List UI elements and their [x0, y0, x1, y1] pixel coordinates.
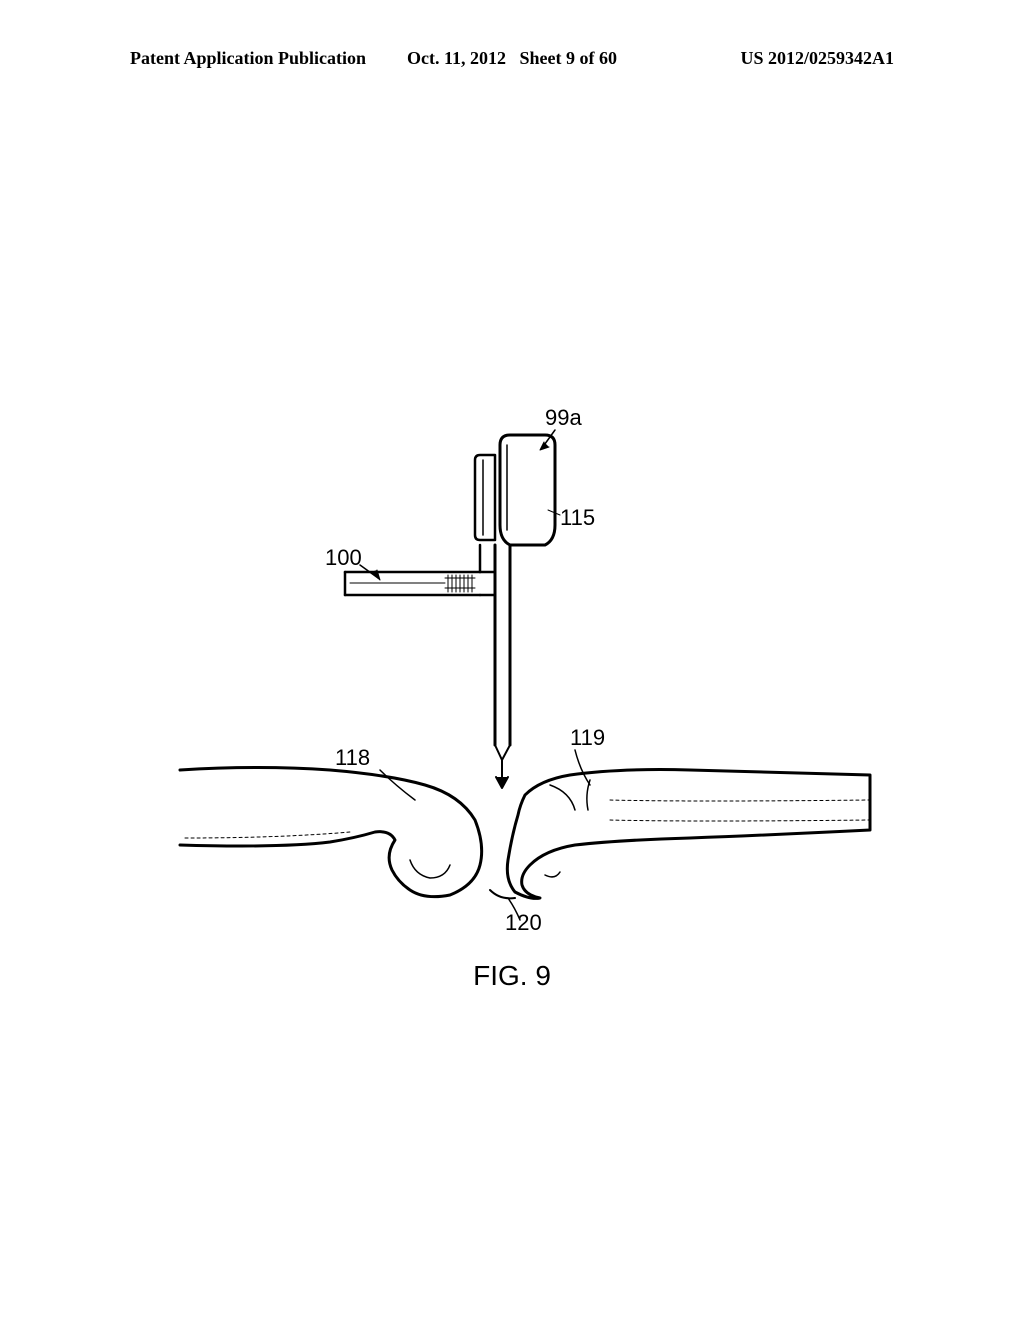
figure-caption: FIG. 9	[0, 960, 1024, 992]
ref-label-119: 119	[570, 725, 605, 751]
ref-label-100: 100	[325, 545, 362, 571]
publication-number: US 2012/0259342A1	[639, 48, 894, 69]
ref-label-118: 118	[335, 745, 370, 771]
ref-label-120: 120	[505, 910, 542, 936]
ref-label-99a: 99a	[545, 405, 582, 431]
page-header: Patent Application Publication Oct. 11, …	[0, 48, 1024, 69]
pub-date: Oct. 11, 2012	[407, 48, 506, 68]
figure-9: 99a 115 100 118 119 120	[130, 400, 894, 950]
publication-type: Patent Application Publication	[130, 48, 385, 69]
sheet-number: Sheet 9 of 60	[520, 48, 618, 68]
publication-date-sheet: Oct. 11, 2012 Sheet 9 of 60	[385, 48, 640, 69]
figure-drawing	[130, 400, 894, 950]
ref-label-115: 115	[560, 505, 595, 531]
